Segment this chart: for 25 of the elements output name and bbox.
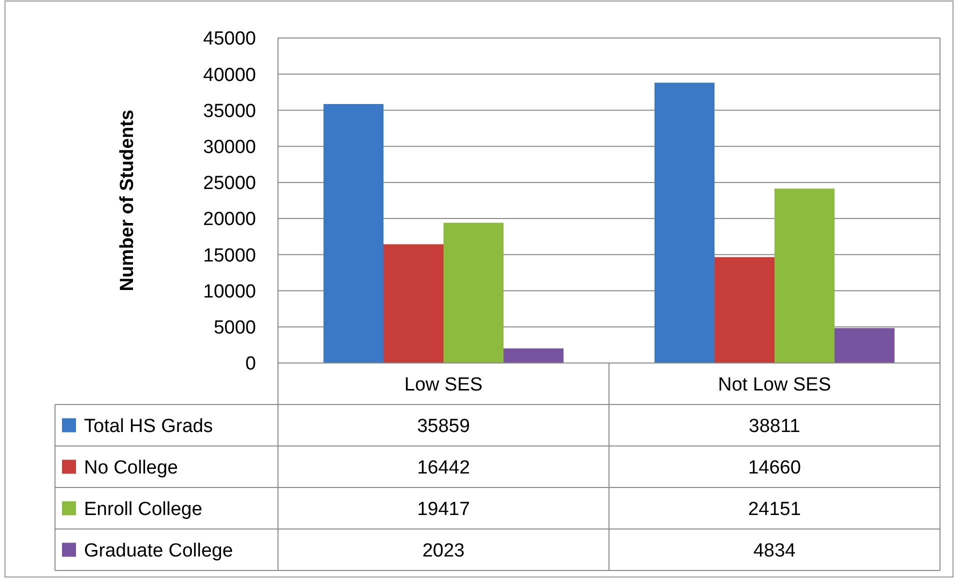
legend-label: Graduate College [84, 540, 233, 562]
y-tick-label: 40000 [203, 64, 256, 86]
data-label: 2023 [422, 540, 465, 562]
x-tick-label: Low SES [404, 374, 483, 396]
data-label: 24151 [748, 498, 801, 520]
legend-label: No College [84, 457, 178, 478]
y-tick-label: 20000 [203, 209, 256, 230]
y-tick-label: 10000 [203, 281, 256, 302]
legend-label: Enroll College [84, 498, 202, 520]
x-tick-label: Not Low SES [718, 374, 831, 396]
y-tick-label: 15000 [203, 245, 256, 266]
y-tick-label: 30000 [203, 136, 256, 158]
data-label: 4834 [753, 540, 796, 562]
y-tick-label: 0 [245, 354, 256, 375]
data-label: 35859 [417, 416, 470, 437]
data-label: 14660 [748, 457, 801, 478]
y-tick-label: 25000 [203, 173, 256, 194]
data-label: 38811 [748, 416, 800, 437]
data-label: 16442 [417, 457, 470, 478]
legend-label: Total HS Grads [84, 416, 213, 437]
y-tick-label: 45000 [203, 28, 256, 50]
y-tick-label: 5000 [214, 318, 256, 339]
y-axis-title: Number of Students [117, 110, 138, 292]
y-tick-label: 35000 [203, 100, 256, 122]
data-label: 19417 [417, 498, 470, 520]
